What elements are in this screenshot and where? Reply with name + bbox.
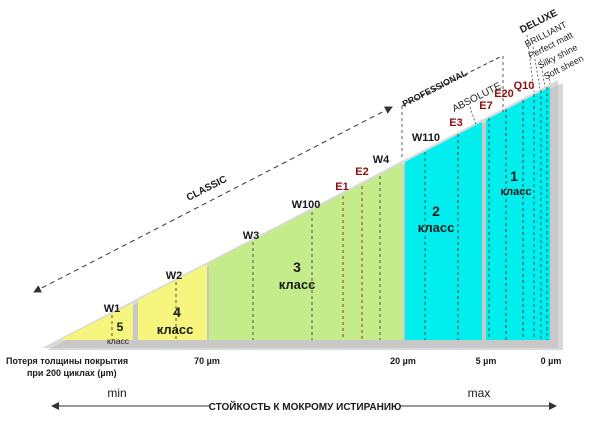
class4-label: класс <box>157 322 194 337</box>
axis-max: max <box>468 386 491 400</box>
axis-min: min <box>107 386 126 400</box>
axis-title: СТОЙКОСТЬ К МОКРОМУ ИСТИРАНИЮ <box>209 400 402 413</box>
professional-bracket <box>401 55 503 107</box>
class3-segment <box>209 163 403 340</box>
class1-segment <box>486 87 550 340</box>
scale-label-line1: Потеря толщины покрытия <box>6 356 128 366</box>
class2-label: класс <box>418 220 455 235</box>
class3-number: 3 <box>293 259 301 275</box>
marker-e20: E20 <box>494 88 514 100</box>
scale-label-line2: при 200 циклах (µm) <box>27 368 117 378</box>
marker-w2: W2 <box>166 270 183 282</box>
leader-line-brilliant <box>526 34 535 93</box>
leader-line-perfect-matt <box>532 46 541 90</box>
scale-value-70: 70 µm <box>194 356 220 366</box>
marker-w110: W110 <box>412 132 440 144</box>
class3-label: класс <box>279 277 316 292</box>
leader-line-silky-shine <box>539 58 546 88</box>
marker-e7: E7 <box>479 100 492 112</box>
marker-w100: W100 <box>292 199 321 211</box>
class2-segment <box>405 122 482 340</box>
marker-w1: W1 <box>104 303 121 315</box>
classic-bracket-arrow <box>33 106 393 293</box>
class4-number: 4 <box>173 304 181 320</box>
class5-segment <box>60 303 133 340</box>
scale-value-5: 5 µm <box>476 356 497 366</box>
marker-w3: W3 <box>243 230 260 242</box>
class2-number: 2 <box>432 203 440 219</box>
class1-label: класс <box>501 186 532 198</box>
marker-e3: E3 <box>449 117 462 129</box>
axis-title-backdrop <box>210 398 400 414</box>
class5-label: класс <box>107 336 130 346</box>
marker-e1: E1 <box>335 181 348 193</box>
marker-e2: E2 <box>355 166 368 178</box>
scale-value-20: 20 µm <box>390 356 416 366</box>
class5-number: 5 <box>117 320 124 334</box>
scale-value-0: 0 µm <box>541 356 562 366</box>
leader-line-absolute <box>469 106 477 126</box>
class1-number: 1 <box>510 168 518 184</box>
group-classic: CLASSIC <box>185 174 229 204</box>
marker-q10: Q10 <box>514 80 535 92</box>
marker-w4: W4 <box>373 154 390 166</box>
